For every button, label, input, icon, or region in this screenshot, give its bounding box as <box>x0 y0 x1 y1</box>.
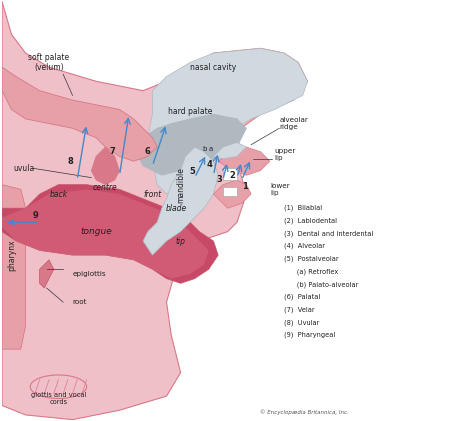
Polygon shape <box>2 185 218 283</box>
Text: b: b <box>202 147 206 152</box>
Text: © Encyclopædia Britannica, Inc.: © Encyclopædia Britannica, Inc. <box>261 409 349 415</box>
Text: (7)  Velar: (7) Velar <box>284 306 315 313</box>
Text: front: front <box>143 189 162 199</box>
Text: (b) Palato-alveolar: (b) Palato-alveolar <box>284 281 358 288</box>
Text: blade: blade <box>165 204 187 213</box>
Polygon shape <box>213 142 246 159</box>
Text: 1: 1 <box>243 182 248 191</box>
Text: glottis and vocal
cords: glottis and vocal cords <box>31 392 86 405</box>
Polygon shape <box>2 185 26 349</box>
Text: lower
lip: lower lip <box>270 183 290 196</box>
Text: 3: 3 <box>216 175 222 184</box>
Polygon shape <box>213 180 251 208</box>
Text: 7: 7 <box>109 147 115 156</box>
Text: (5)  Postalveolar: (5) Postalveolar <box>284 256 338 262</box>
Text: 6: 6 <box>145 147 151 156</box>
Text: upper
lip: upper lip <box>274 148 296 160</box>
Polygon shape <box>148 48 308 194</box>
Polygon shape <box>223 187 237 197</box>
Text: 2: 2 <box>229 171 235 180</box>
Text: uvula: uvula <box>14 164 35 173</box>
Text: (3)  Dental and interdental: (3) Dental and interdental <box>284 230 373 237</box>
Text: root: root <box>73 299 87 305</box>
Polygon shape <box>143 147 218 255</box>
Text: (2)  Labiodental: (2) Labiodental <box>284 218 337 224</box>
Polygon shape <box>2 67 157 161</box>
Polygon shape <box>40 260 54 288</box>
Polygon shape <box>134 114 246 175</box>
Text: hard palate: hard palate <box>168 107 212 116</box>
Polygon shape <box>2 189 209 279</box>
Text: nasal cavity: nasal cavity <box>191 63 237 72</box>
Text: (4)  Alveolar: (4) Alveolar <box>284 243 325 250</box>
Text: 8: 8 <box>67 157 73 165</box>
Text: epiglottis: epiglottis <box>73 271 106 277</box>
Text: centre: centre <box>93 183 118 192</box>
Text: pharynx: pharynx <box>7 239 16 271</box>
Text: (1)  Bilabial: (1) Bilabial <box>284 205 322 211</box>
Polygon shape <box>223 168 237 180</box>
Text: back: back <box>49 189 67 199</box>
Text: (8)  Uvular: (8) Uvular <box>284 319 319 325</box>
Text: a: a <box>209 147 213 152</box>
Polygon shape <box>2 1 308 420</box>
Ellipse shape <box>30 375 87 398</box>
Text: alveolar
ridge: alveolar ridge <box>279 117 308 130</box>
Text: tongue: tongue <box>80 227 112 236</box>
Polygon shape <box>91 147 119 185</box>
Text: tip: tip <box>175 237 186 245</box>
Text: (6)  Palatal: (6) Palatal <box>284 294 320 300</box>
Text: 4: 4 <box>207 160 213 169</box>
Polygon shape <box>218 147 270 175</box>
Text: (9)  Pharyngeal: (9) Pharyngeal <box>284 332 335 338</box>
Text: 5: 5 <box>190 167 195 176</box>
Text: soft palate
(velum): soft palate (velum) <box>28 53 70 72</box>
Text: mandible: mandible <box>176 167 185 203</box>
Text: (a) Retroflex: (a) Retroflex <box>284 268 338 275</box>
Text: 9: 9 <box>33 210 39 220</box>
